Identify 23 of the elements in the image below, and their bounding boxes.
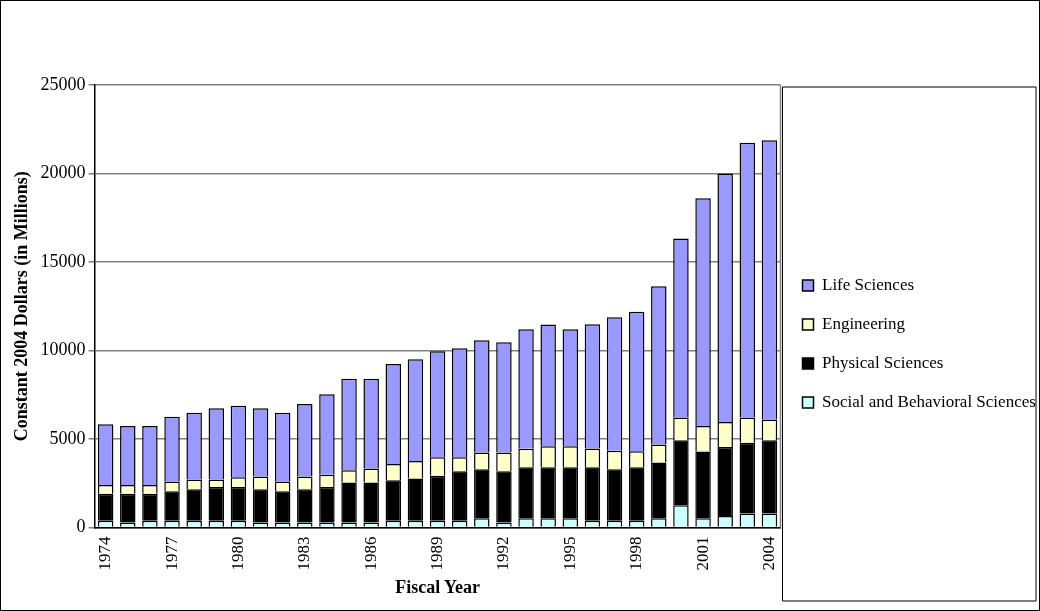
legend-label: Physical Sciences	[822, 352, 944, 372]
y-tick-label: 5000	[49, 427, 86, 448]
legend-label: Social and Behavioral Sciences	[822, 391, 1036, 411]
x-tick-label: 2001	[692, 536, 712, 571]
x-axis-title: Fiscal Year	[395, 576, 480, 597]
x-tick-label: 1974	[95, 535, 115, 571]
y-tick-label: 10000	[40, 339, 86, 360]
y-tick-label: 0	[76, 516, 86, 537]
x-tick-label: 1995	[559, 536, 579, 571]
x-tick-label: 1986	[360, 536, 380, 571]
x-tick-label: 1992	[493, 536, 513, 571]
x-tick-label: 2004	[758, 535, 778, 571]
y-axis-title: Constant 2004 Dollars (in Millions)	[11, 171, 33, 442]
x-tick-label: 1989	[427, 536, 447, 571]
y-tick-label: 25000	[40, 73, 86, 94]
x-tick-label: 1983	[294, 536, 314, 571]
legend-label: Life Sciences	[822, 274, 915, 294]
x-tick-label: 1998	[626, 536, 646, 571]
y-tick-label: 15000	[40, 250, 86, 271]
x-tick-label: 1980	[227, 536, 247, 571]
legend-label: Engineering	[822, 313, 906, 333]
x-tick-label: 1977	[161, 535, 181, 571]
y-tick-label: 20000	[40, 162, 86, 183]
